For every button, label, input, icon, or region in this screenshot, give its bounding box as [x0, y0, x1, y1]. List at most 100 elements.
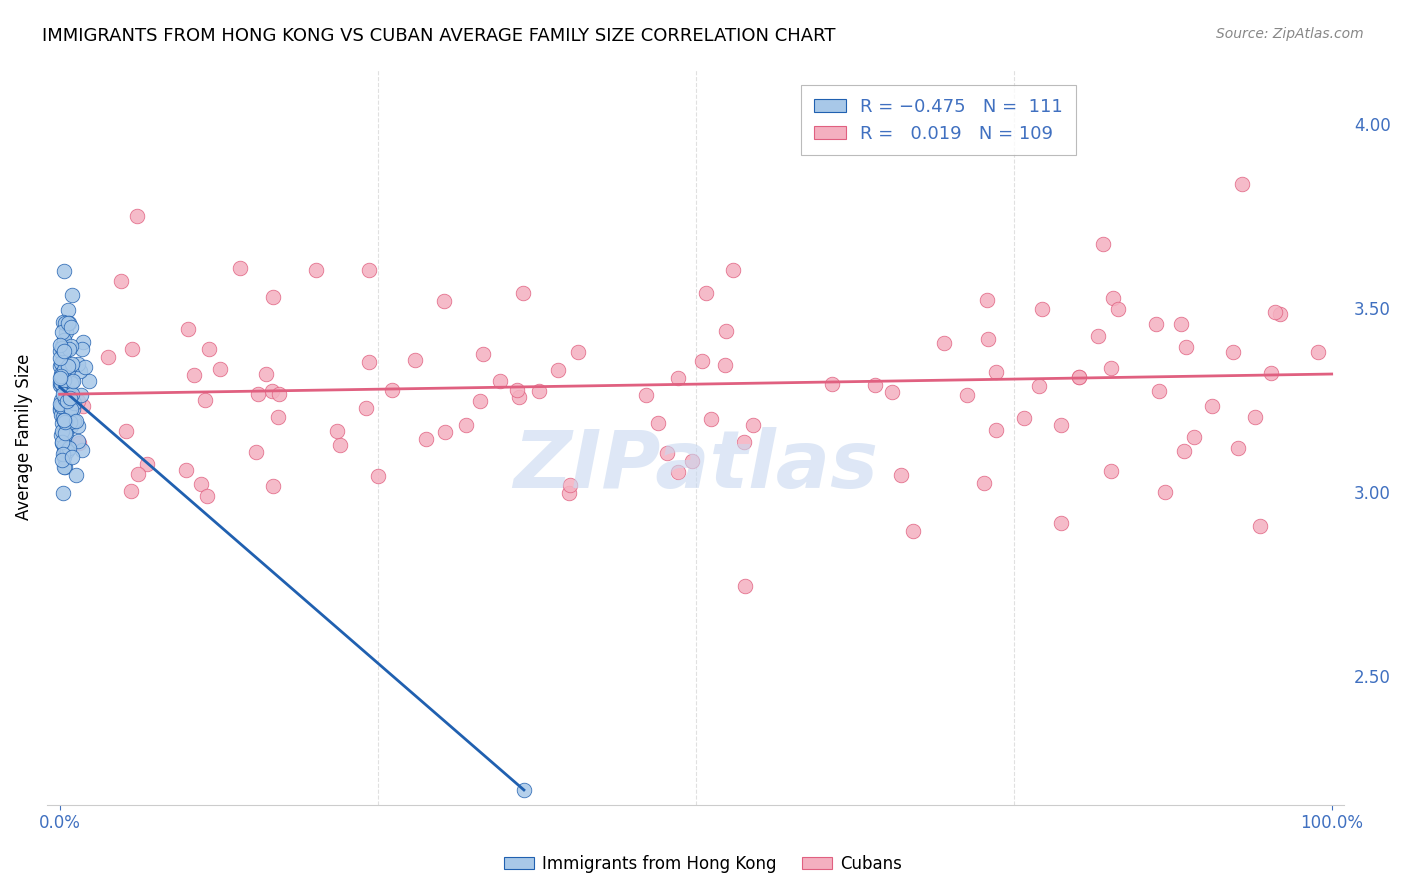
Point: [52, 344, 75, 359]
Point: [560, 478, 582, 492]
Point: [66, 393, 89, 408]
Point: [512, 286, 534, 301]
Point: [49, 370, 72, 384]
Point: [193, 392, 215, 407]
Point: [75, 359, 97, 374]
Point: [513, 783, 536, 797]
Point: [49, 403, 72, 417]
Point: [53, 409, 76, 424]
Point: [51, 453, 73, 467]
Text: ZIPatlas: ZIPatlas: [513, 427, 879, 505]
Point: [367, 469, 389, 483]
Point: [636, 387, 658, 401]
Point: [65, 414, 87, 428]
Point: [55, 437, 77, 451]
Point: [53, 392, 76, 407]
Point: [55, 325, 77, 339]
Point: [1099, 464, 1122, 478]
Point: [1173, 444, 1195, 458]
Point: [66, 357, 89, 371]
Point: [60, 419, 83, 434]
Point: [863, 378, 886, 392]
Point: [60, 357, 83, 371]
Point: [53, 359, 76, 374]
Point: [1028, 379, 1050, 393]
Point: [1264, 304, 1286, 318]
Point: [956, 388, 979, 402]
Point: [52, 397, 75, 411]
Point: [381, 384, 404, 398]
Point: [1222, 345, 1244, 359]
Point: [1154, 485, 1177, 500]
Point: [433, 294, 456, 309]
Point: [1170, 317, 1192, 331]
Point: [72, 442, 94, 457]
Point: [49, 375, 72, 389]
Point: [1201, 400, 1223, 414]
Point: [714, 358, 737, 372]
Point: [127, 210, 149, 224]
Point: [52, 413, 75, 427]
Point: [260, 384, 283, 398]
Point: [63, 396, 86, 410]
Point: [53, 264, 76, 278]
Point: [567, 344, 589, 359]
Point: [60, 374, 83, 388]
Point: [1050, 418, 1073, 433]
Point: [547, 363, 569, 377]
Point: [52, 315, 75, 329]
Point: [1227, 441, 1250, 455]
Point: [55, 364, 77, 378]
Point: [51, 428, 73, 442]
Point: [1144, 317, 1167, 331]
Point: [66, 434, 89, 448]
Point: [58, 316, 80, 330]
Point: [56, 316, 79, 330]
Point: [976, 293, 998, 307]
Point: [267, 409, 290, 424]
Point: [49, 359, 72, 374]
Point: [49, 399, 72, 413]
Point: [508, 390, 530, 404]
Point: [262, 290, 284, 304]
Point: [932, 335, 955, 350]
Point: [69, 364, 91, 378]
Point: [174, 463, 197, 477]
Point: [714, 324, 737, 338]
Point: [51, 338, 73, 352]
Point: [1260, 366, 1282, 380]
Point: [59, 397, 82, 411]
Point: [58, 363, 80, 377]
Point: [700, 412, 723, 426]
Point: [52, 439, 75, 453]
Point: [51, 434, 73, 449]
Point: [62, 413, 84, 427]
Point: [647, 417, 669, 431]
Point: [357, 354, 380, 368]
Point: [59, 339, 82, 353]
Point: [1243, 409, 1265, 424]
Point: [488, 374, 510, 388]
Point: [58, 371, 80, 385]
Point: [72, 335, 94, 350]
Point: [58, 366, 80, 380]
Point: [51, 357, 73, 371]
Point: [52, 447, 75, 461]
Point: [65, 467, 87, 482]
Point: [53, 372, 76, 386]
Point: [267, 387, 290, 401]
Point: [723, 263, 745, 277]
Point: [53, 444, 76, 458]
Point: [51, 372, 73, 386]
Point: [56, 302, 79, 317]
Point: [70, 387, 93, 401]
Point: [53, 460, 76, 475]
Point: [433, 425, 456, 439]
Point: [53, 354, 76, 368]
Point: [984, 423, 1007, 437]
Point: [456, 417, 478, 432]
Point: [1174, 340, 1197, 354]
Point: [49, 377, 72, 392]
Point: [53, 415, 76, 429]
Point: [245, 445, 267, 459]
